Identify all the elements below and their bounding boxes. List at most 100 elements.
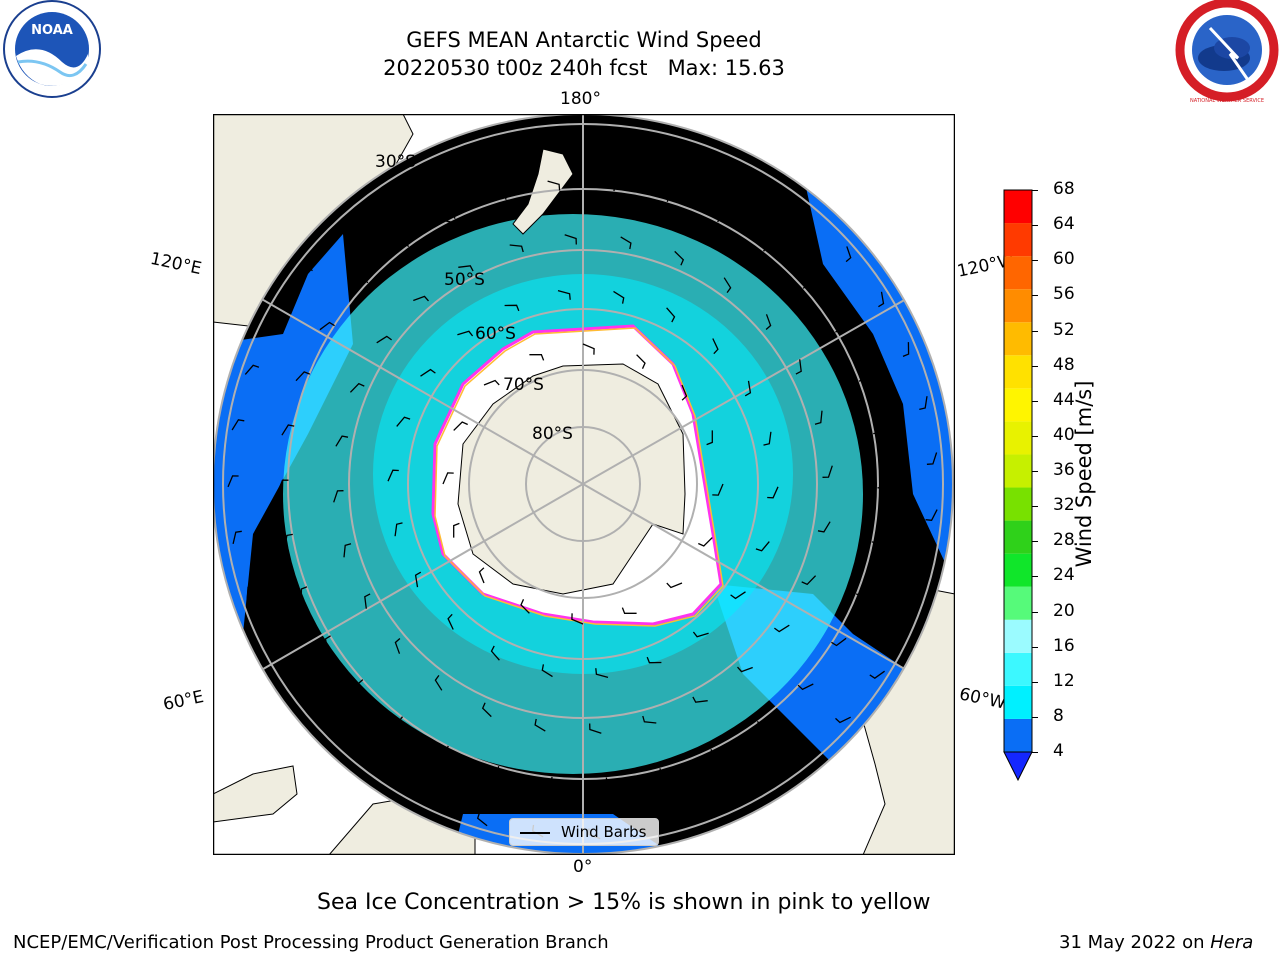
colorbar-bin xyxy=(1004,322,1032,356)
wind-barb xyxy=(492,192,507,200)
wind-barb xyxy=(481,702,492,718)
wind-barb xyxy=(246,584,254,600)
colorbar-tick-mark xyxy=(1032,400,1038,402)
wind-barb xyxy=(896,619,912,630)
lat-label-80s: 80°S xyxy=(532,424,573,444)
wind-barb xyxy=(757,174,767,191)
wind-barb xyxy=(457,330,474,337)
wind-barb xyxy=(481,143,496,152)
map-frame xyxy=(213,114,955,855)
wind-barb xyxy=(730,591,746,600)
map-legend: Wind Barbs xyxy=(509,818,659,846)
colorbar-tick-label: 60 xyxy=(1053,249,1075,270)
colorbar-tick-mark xyxy=(1032,330,1038,332)
colorbar-bin xyxy=(1004,289,1032,323)
lon-label-60e: 60°E xyxy=(161,686,206,716)
wind-barb xyxy=(855,586,871,597)
colorbar-tick-label: 12 xyxy=(1053,670,1075,691)
colorbar-tick-mark xyxy=(1032,506,1038,508)
colorbar-bin xyxy=(1004,223,1032,257)
wind-barb xyxy=(266,313,283,323)
colorbar-tick-label: 56 xyxy=(1053,284,1075,305)
wind-barb xyxy=(801,575,817,586)
wind-barb xyxy=(283,533,293,548)
wind-barb xyxy=(453,522,460,538)
wind-barb xyxy=(376,335,392,344)
wind-barb xyxy=(444,745,455,761)
wind-barb xyxy=(613,290,625,304)
wind-barb xyxy=(681,384,688,401)
wind-barb xyxy=(440,212,456,219)
colorbar-tick-label: 20 xyxy=(1053,600,1075,621)
wind-barb xyxy=(557,289,571,300)
wind-barb xyxy=(603,179,616,192)
wind-barb xyxy=(817,521,831,533)
colorbar-extension xyxy=(1003,751,1033,782)
wind-barb xyxy=(458,265,474,272)
noaa-logo: NOAA xyxy=(3,0,101,98)
wind-barbs xyxy=(227,128,938,840)
colorbar-tick-mark xyxy=(1032,225,1038,227)
colorbar-tick-label: 44 xyxy=(1053,389,1075,410)
wind-barb xyxy=(925,509,938,521)
wind-barb xyxy=(476,812,488,827)
wind-barb xyxy=(453,421,468,431)
wind-barb xyxy=(376,762,385,779)
wind-barb xyxy=(300,586,308,602)
sea-ice-note: Sea Ice Concentration > 15% is shown in … xyxy=(317,890,931,915)
nws-logo: NATIONAL WEATHER SERVICE xyxy=(1175,0,1279,104)
wind-barb xyxy=(496,766,507,780)
wind-barb xyxy=(712,338,719,355)
wind-barb xyxy=(582,343,595,355)
wind-barb xyxy=(541,664,553,678)
colorbar-bin xyxy=(1004,256,1032,290)
footer-date: 31 May 2022 on Hera xyxy=(1059,932,1253,953)
colorbar-tick-mark xyxy=(1032,190,1038,191)
wind-barb xyxy=(349,382,365,393)
wind-barb xyxy=(711,207,722,223)
lat-label-60s: 60°S xyxy=(475,324,516,344)
meridian-lines xyxy=(213,114,953,854)
colorbar-tick-mark xyxy=(1032,471,1038,472)
colorbar-bin xyxy=(1004,718,1032,752)
wind-barb xyxy=(520,599,530,614)
wind-barb xyxy=(755,541,770,552)
wind-barb xyxy=(919,396,928,411)
colorbar-label: Wind Speed [m/s] xyxy=(1072,380,1096,568)
wind-barb xyxy=(227,475,239,488)
colorbar-bin xyxy=(1004,553,1032,587)
wind-barb xyxy=(394,522,403,537)
wind-barb xyxy=(509,244,524,253)
colorbar-tick-label: 36 xyxy=(1053,460,1075,480)
wind-barb xyxy=(814,410,823,425)
wind-barb xyxy=(659,188,670,202)
wind-barb xyxy=(902,342,910,358)
wind-barb xyxy=(297,683,304,700)
lat-label-40s: 40°S xyxy=(413,213,454,233)
wind-barb xyxy=(674,250,685,266)
wind-barb xyxy=(845,246,852,263)
wind-barb xyxy=(478,567,485,584)
wind-barb xyxy=(547,180,561,191)
colorbar-bin xyxy=(1004,685,1032,719)
wind-barb xyxy=(646,656,662,664)
wind-barb xyxy=(858,366,866,382)
colorbar-bin xyxy=(1004,487,1032,521)
colorbar-bin xyxy=(1004,421,1032,455)
wind-barb xyxy=(621,607,637,614)
wind-barb xyxy=(414,571,422,588)
colorbar-tick-label: 48 xyxy=(1053,354,1075,375)
antarctic-map xyxy=(213,114,955,855)
colorbar-tick-label: 52 xyxy=(1053,319,1075,340)
sea-ice-edge xyxy=(431,324,723,626)
wind-barb xyxy=(378,190,395,197)
wind-barb xyxy=(767,486,779,499)
wind-barb xyxy=(281,424,295,436)
wind-barb xyxy=(277,479,289,492)
wind-barb xyxy=(737,666,753,673)
colorbar-tick-mark xyxy=(1032,646,1038,648)
wind-barb xyxy=(424,791,434,807)
wind-barb xyxy=(822,465,833,478)
wind-barb xyxy=(692,631,709,638)
lon-label-120e: 120°E xyxy=(148,248,204,280)
